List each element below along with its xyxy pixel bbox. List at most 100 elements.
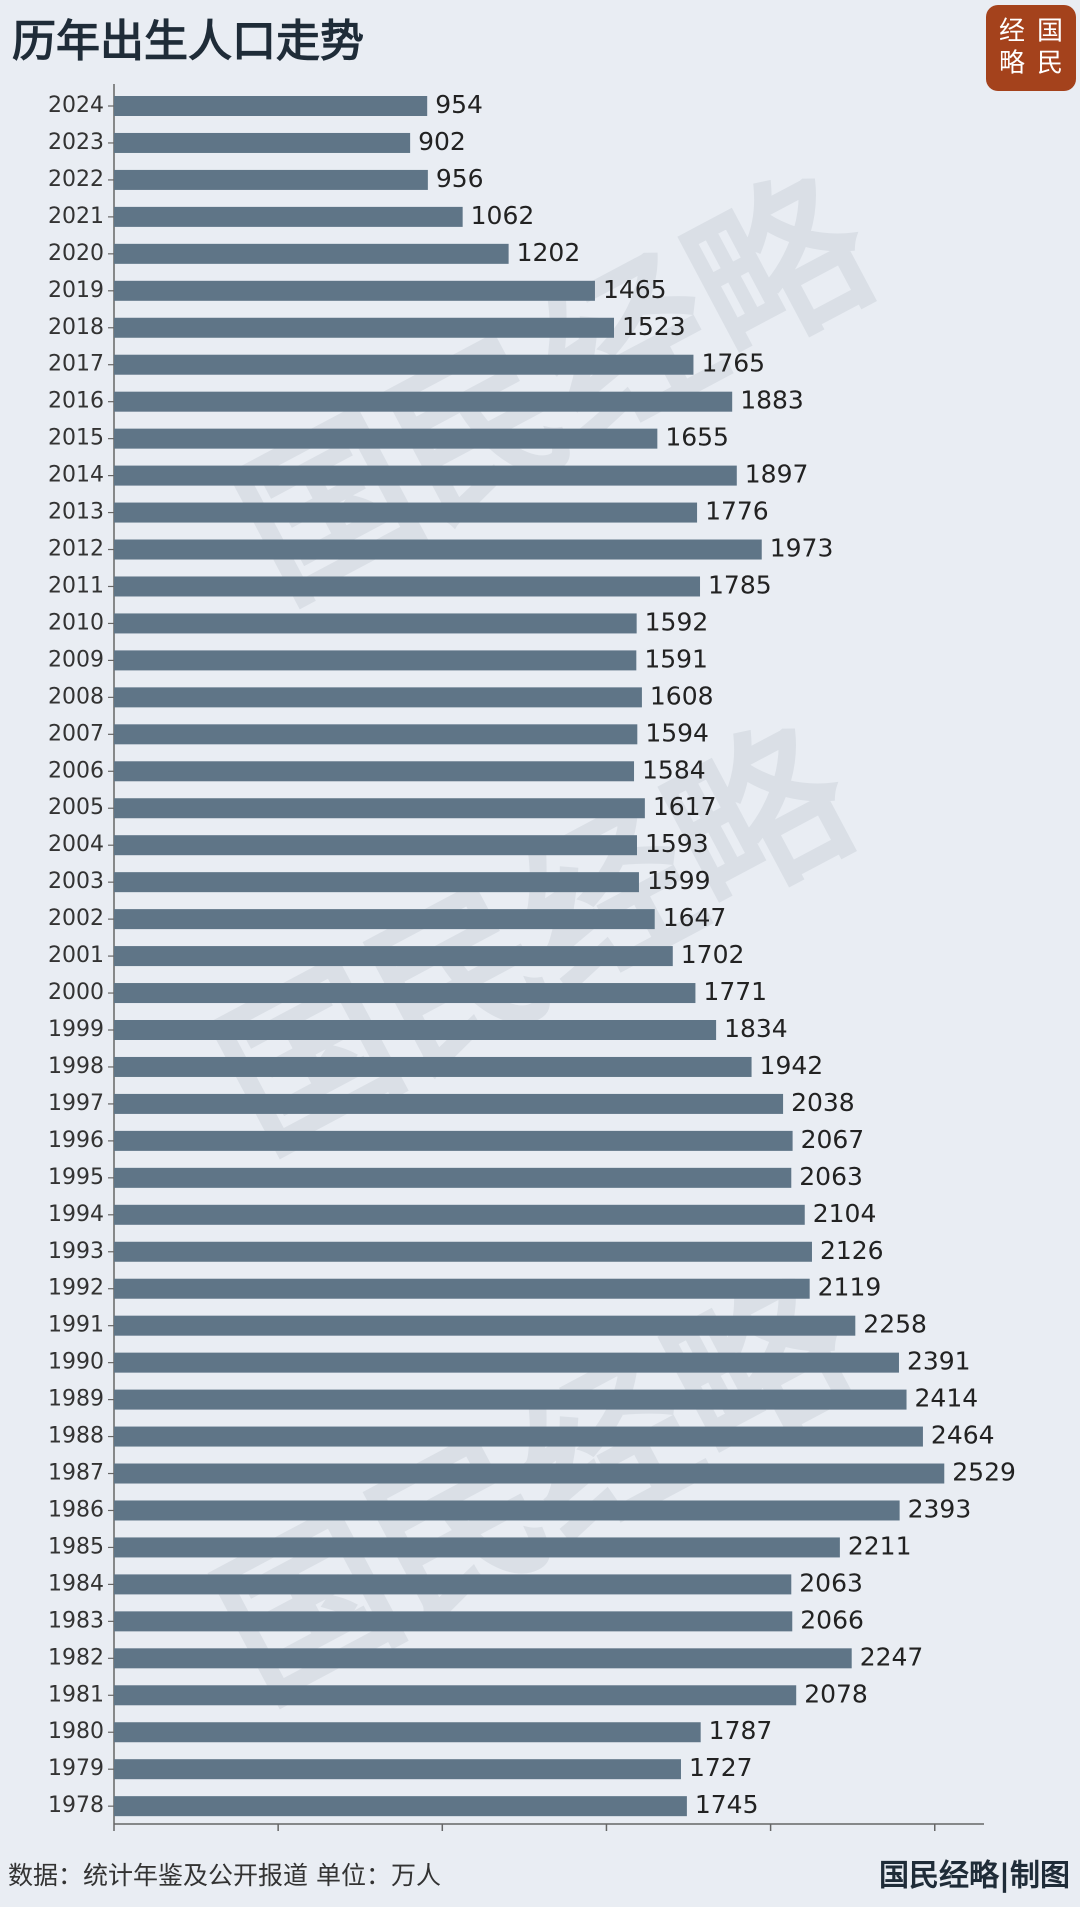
bar <box>114 576 701 597</box>
value-label: 1745 <box>695 1790 759 1819</box>
value-label: 956 <box>436 164 484 193</box>
bar <box>114 1611 793 1632</box>
y-tick-label: 2006 <box>48 758 104 783</box>
y-tick-label: 2002 <box>48 906 104 931</box>
bar <box>114 317 615 338</box>
value-label: 1591 <box>644 644 708 673</box>
value-label: 2038 <box>791 1088 855 1117</box>
value-label: 1834 <box>724 1014 788 1043</box>
bar <box>114 539 762 560</box>
y-tick-label: 1994 <box>48 1202 104 1227</box>
y-tick-label: 2003 <box>48 869 104 894</box>
bar <box>114 983 696 1004</box>
logo-char: 略 <box>999 49 1025 79</box>
value-label: 2078 <box>804 1679 868 1708</box>
y-tick-label: 2013 <box>48 500 104 525</box>
y-tick-label: 2001 <box>48 943 104 968</box>
y-tick-label: 1992 <box>48 1276 104 1301</box>
bar <box>114 1537 840 1558</box>
y-tick-label: 2018 <box>48 315 104 340</box>
y-tick-label: 2017 <box>48 352 104 377</box>
logo-char: 民 <box>1037 49 1063 79</box>
value-label: 1608 <box>650 681 714 710</box>
bar <box>114 687 642 708</box>
y-tick-label: 1984 <box>48 1571 104 1596</box>
y-tick-label: 1981 <box>48 1682 104 1707</box>
bar <box>114 243 509 264</box>
bar <box>114 280 595 301</box>
y-tick-label: 1979 <box>48 1756 104 1781</box>
y-tick-label: 2019 <box>48 278 104 303</box>
value-label: 2464 <box>931 1421 995 1450</box>
value-label: 2529 <box>952 1458 1016 1487</box>
value-label: 1702 <box>681 940 745 969</box>
bar <box>114 946 673 967</box>
bar <box>114 206 463 227</box>
value-label: 1776 <box>705 497 769 526</box>
value-label: 1942 <box>760 1051 824 1080</box>
bar <box>114 724 638 745</box>
bar <box>114 1426 923 1447</box>
bar <box>114 354 694 375</box>
value-label: 1647 <box>663 903 727 932</box>
bar <box>114 909 655 930</box>
y-tick-label: 2004 <box>48 832 104 857</box>
bar <box>114 391 733 412</box>
value-label: 1785 <box>708 570 772 599</box>
value-label: 1202 <box>517 238 581 267</box>
y-tick-label: 1982 <box>48 1645 104 1670</box>
y-tick-label: 1988 <box>48 1424 104 1449</box>
y-tick-label: 1985 <box>48 1534 104 1559</box>
bar <box>114 1204 805 1225</box>
value-label: 1592 <box>645 607 709 636</box>
value-label: 2067 <box>801 1125 865 1154</box>
y-tick-label: 2022 <box>48 167 104 192</box>
y-tick-label: 2012 <box>48 537 104 562</box>
y-tick-label: 2011 <box>48 573 104 598</box>
y-tick-label: 2023 <box>48 130 104 155</box>
bar <box>114 502 698 523</box>
bar <box>114 1759 681 1780</box>
y-tick-label: 2008 <box>48 684 104 709</box>
value-label: 954 <box>435 90 483 119</box>
bar <box>114 132 411 153</box>
value-label: 2247 <box>860 1642 924 1671</box>
y-tick-label: 1998 <box>48 1054 104 1079</box>
value-label: 1599 <box>647 866 711 895</box>
y-tick-label: 2009 <box>48 647 104 672</box>
value-label: 1765 <box>701 349 765 378</box>
value-label: 1523 <box>622 312 686 341</box>
value-label: 2104 <box>813 1199 877 1228</box>
y-tick-label: 1983 <box>48 1608 104 1633</box>
bar <box>114 1389 907 1410</box>
value-label: 2119 <box>818 1273 882 1302</box>
bar <box>114 1167 792 1188</box>
credit: 国民经略|制图 <box>879 1859 1070 1894</box>
bar <box>114 1315 856 1336</box>
y-tick-label: 2020 <box>48 241 104 266</box>
value-label: 1594 <box>645 718 709 747</box>
bar <box>114 761 635 782</box>
y-tick-label: 1995 <box>48 1165 104 1190</box>
y-tick-label: 1986 <box>48 1497 104 1522</box>
logo-char: 经 <box>999 17 1025 47</box>
value-label: 1897 <box>745 460 809 489</box>
bar <box>114 1278 810 1299</box>
value-label: 2393 <box>908 1494 972 1523</box>
value-label: 1062 <box>471 201 535 230</box>
y-tick-label: 1990 <box>48 1350 104 1375</box>
value-label: 1883 <box>740 386 804 415</box>
y-tick-label: 2024 <box>48 93 104 118</box>
value-label: 1727 <box>689 1753 753 1782</box>
bar <box>114 1574 792 1595</box>
bar <box>114 1463 945 1484</box>
value-label: 1655 <box>665 423 729 452</box>
y-tick-label: 2005 <box>48 795 104 820</box>
value-label: 1584 <box>642 755 706 784</box>
y-tick-label: 2016 <box>48 389 104 414</box>
y-tick-label: 2021 <box>48 204 104 229</box>
y-tick-label: 2010 <box>48 610 104 635</box>
bar <box>114 169 428 190</box>
source-note: 数据：统计年鉴及公开报道 单位：万人 <box>8 1861 441 1890</box>
